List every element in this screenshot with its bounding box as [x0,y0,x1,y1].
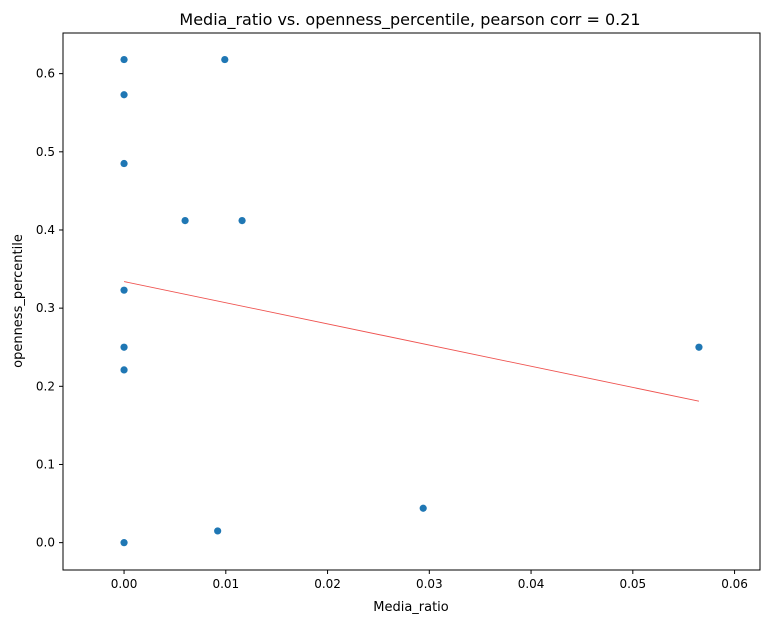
x-tick-label: 0.04 [518,577,545,591]
x-tick-label: 0.06 [721,577,748,591]
data-point [695,343,703,351]
y-axis-label: openness_percentile [11,234,26,368]
data-point [120,91,128,99]
x-tick-label: 0.00 [111,577,138,591]
x-axis: 0.00 0.01 0.02 0.03 0.04 0.05 0.06 [111,570,748,591]
data-point [419,504,427,512]
data-point [181,216,189,225]
y-tick-label: 0.4 [36,223,55,237]
data-point [238,216,246,225]
y-tick-label: 0.6 [36,67,55,81]
data-point [214,527,222,535]
y-tick-label: 0.0 [36,536,55,550]
points-group [120,55,703,547]
x-tick-label: 0.01 [212,577,239,591]
data-point [120,55,128,64]
chart-title: Media_ratio vs. openness_percentile, pea… [179,10,640,30]
data-point [120,286,128,294]
data-point [221,55,229,64]
y-tick-label: 0.5 [36,145,55,159]
trendline-group [123,281,700,402]
y-tick-label: 0.1 [36,457,55,471]
data-point [120,343,128,351]
y-tick-label: 0.2 [36,379,55,393]
x-tick-label: 0.02 [314,577,341,591]
x-axis-label: Media_ratio [373,600,449,615]
data-point [120,366,128,374]
x-tick-label: 0.03 [416,577,443,591]
data-point [120,539,128,547]
y-tick-label: 0.3 [36,301,55,315]
trendline [123,281,700,402]
data-point [120,159,128,168]
y-axis: 0.0 0.1 0.2 0.3 0.4 0.5 0.6 [36,67,63,550]
plot-area [62,32,761,571]
x-tick-label: 0.05 [619,577,646,591]
